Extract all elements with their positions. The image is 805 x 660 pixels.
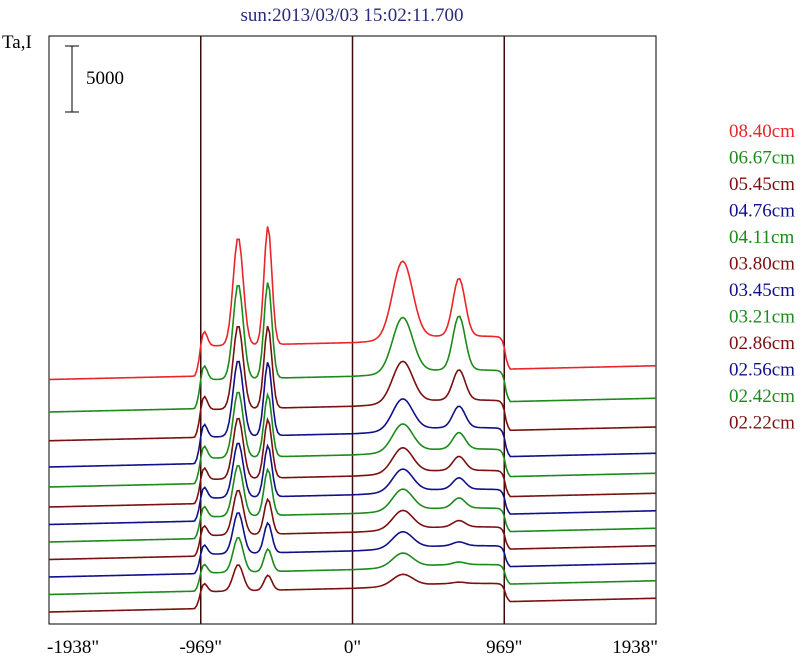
x-tick-label: -1938" — [47, 637, 99, 658]
x-axis-ticks: -1938" -969" 0" 969" 1938" — [47, 637, 658, 658]
series-line-03.80cm — [48, 417, 657, 508]
legend-entry: 03.45cm — [729, 280, 795, 301]
x-tick-label: 0" — [344, 637, 361, 658]
series-line-03.45cm — [48, 442, 657, 526]
legend-entry: 06.67cm — [729, 148, 795, 169]
y-axis-label: Ta,I — [2, 32, 32, 53]
series-line-02.22cm — [48, 564, 657, 613]
x-tick-label: 1938" — [612, 637, 658, 658]
series-layer — [48, 226, 657, 613]
legend-entry: 03.80cm — [729, 254, 795, 275]
legend: 08.40cm 06.67cm 05.45cm 04.76cm 04.11cm 03.80… — [729, 121, 795, 434]
vertical-reference-lines — [200, 36, 505, 624]
series-line-02.42cm — [48, 537, 657, 596]
x-tick-label: -969" — [179, 637, 222, 658]
series-line-06.67cm — [48, 282, 657, 413]
legend-entry: 05.45cm — [729, 174, 795, 195]
series-line-05.45cm — [48, 325, 657, 442]
series-line-08.40cm — [48, 226, 657, 381]
legend-entry: 02.56cm — [729, 360, 795, 381]
series-line-03.21cm — [48, 465, 657, 543]
scale-bar — [65, 45, 79, 113]
legend-entry: 08.40cm — [729, 121, 795, 142]
legend-entry: 02.22cm — [729, 413, 795, 434]
series-line-02.86cm — [48, 489, 657, 561]
legend-entry: 02.86cm — [729, 333, 795, 354]
legend-entry: 03.21cm — [729, 307, 795, 328]
chart-title: sun:2013/03/03 15:02:11.700 — [240, 5, 463, 26]
legend-entry: 04.76cm — [729, 201, 795, 222]
series-line-02.56cm — [48, 512, 657, 578]
legend-entry: 02.42cm — [729, 386, 795, 407]
series-line-04.11cm — [48, 391, 657, 488]
scale-bar-label: 5000 — [86, 68, 124, 89]
legend-entry: 04.11cm — [729, 227, 794, 248]
series-line-04.76cm — [48, 360, 657, 468]
x-tick-label: 969" — [486, 637, 522, 658]
